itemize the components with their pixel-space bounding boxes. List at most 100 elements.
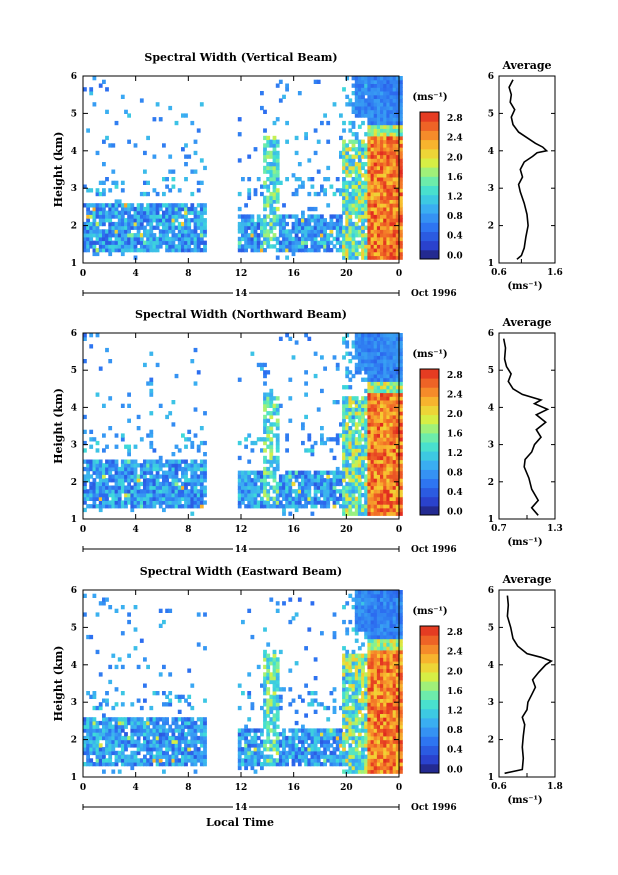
heatmap-cell: [190, 206, 195, 212]
heatmap-cell: [199, 248, 204, 253]
colorbar-swatch: [420, 369, 439, 379]
heatmap-cell: [162, 210, 166, 215]
heatmap-cell: [181, 747, 185, 752]
heatmap-cell: [383, 135, 387, 141]
heatmap-cell: [282, 218, 286, 223]
heatmap-cell: [367, 433, 372, 438]
heatmap-cell: [307, 758, 312, 763]
heatmap-cell: [86, 728, 90, 733]
heatmap-cell: [392, 225, 397, 230]
heatmap-cell: [367, 511, 372, 516]
heatmap-cell: [301, 474, 305, 479]
heatmap-cell: [316, 481, 321, 487]
heatmap-cell: [127, 225, 131, 230]
heatmap-cell: [364, 411, 368, 416]
heatmap-cell: [380, 203, 384, 208]
heatmap-cell: [351, 411, 356, 416]
heatmap-cell: [329, 735, 334, 741]
heatmap-cell: [95, 747, 100, 752]
heatmap-cell: [143, 735, 147, 741]
heatmap-cell: [184, 466, 188, 472]
heatmap-cell: [310, 698, 315, 703]
heatmap-cell: [342, 437, 346, 442]
heatmap-cell: [237, 485, 242, 490]
heatmap-cell: [310, 758, 315, 763]
heatmap-cell: [272, 411, 277, 416]
heatmap-cell: [278, 500, 283, 505]
heatmap-cell: [399, 91, 403, 96]
heatmap-cell: [376, 377, 381, 382]
heatmap-cell: [165, 717, 169, 722]
heatmap-cell: [114, 248, 119, 253]
heatmap-cell: [373, 489, 378, 494]
heatmap-cell: [146, 504, 150, 509]
heatmap-cell: [380, 340, 384, 345]
heatmap-cell: [294, 507, 299, 513]
heatmap-cell: [342, 496, 346, 501]
heatmap-cell: [389, 507, 394, 513]
heatmap-cell: [307, 762, 312, 767]
heatmap-cell: [102, 203, 106, 208]
heatmap-cell: [95, 493, 100, 498]
heatmap-cell: [351, 698, 356, 703]
heatmap-cell: [395, 98, 400, 103]
heatmap-cell: [139, 496, 144, 501]
heatmap-cell: [348, 507, 353, 513]
heatmap-cell: [313, 750, 318, 756]
heatmap-cell: [162, 750, 166, 756]
heatmap-cell: [345, 225, 350, 230]
heatmap-cell: [95, 210, 100, 215]
heatmap-cell: [114, 758, 119, 763]
heatmap-cell: [256, 485, 261, 490]
heatmap-cell: [364, 214, 368, 219]
heatmap-cell: [193, 758, 198, 763]
heatmap-cell: [111, 248, 116, 253]
heatmap-cell: [98, 463, 103, 468]
heatmap-cell: [373, 105, 378, 111]
heatmap-cell: [383, 128, 387, 133]
heatmap-cell: [335, 221, 340, 227]
heatmap-cell: [253, 221, 258, 227]
heatmap-cell: [92, 478, 97, 483]
heatmap-cell: [181, 724, 185, 729]
heatmap-cell: [376, 500, 381, 505]
heatmap-cell: [86, 735, 90, 741]
average-y-tick-label: 1: [488, 515, 494, 525]
heatmap-cell: [272, 705, 277, 711]
heatmap-cell: [307, 481, 312, 487]
heatmap-cell: [370, 221, 375, 227]
heatmap-cell: [392, 218, 397, 223]
heatmap-cell: [357, 459, 362, 464]
heatmap-cell: [196, 128, 201, 133]
heatmap-cell: [383, 433, 387, 438]
heatmap-cell: [285, 83, 289, 88]
heatmap-cell: [266, 370, 271, 375]
heatmap-cell: [196, 188, 201, 193]
heatmap-cell: [263, 362, 267, 368]
heatmap-cell: [196, 758, 201, 763]
heatmap-cell: [392, 188, 397, 193]
heatmap-cell: [86, 248, 90, 253]
heatmap-cell: [357, 403, 362, 408]
heatmap-cell: [332, 698, 337, 703]
heatmap-cell: [181, 466, 185, 472]
heatmap-cell: [136, 758, 141, 763]
heatmap-cell: [373, 481, 378, 487]
heatmap-cell: [117, 739, 122, 744]
heatmap-cell: [256, 225, 261, 230]
heatmap-cell: [392, 117, 397, 122]
heatmap-cell: [117, 225, 122, 230]
heatmap-cell: [165, 500, 169, 505]
heatmap-cell: [120, 747, 125, 752]
heatmap-cell: [383, 455, 387, 461]
heatmap-cell: [307, 233, 312, 238]
heatmap-cell: [285, 233, 289, 238]
heatmap-cell: [285, 489, 289, 494]
heatmap-cell: [326, 500, 331, 505]
heatmap-cell: [395, 225, 400, 230]
heatmap-cell: [320, 214, 324, 219]
heatmap-cell: [370, 400, 375, 405]
heatmap-cell: [288, 668, 293, 673]
heatmap-cell: [149, 504, 154, 509]
heatmap-cell: [392, 340, 397, 345]
